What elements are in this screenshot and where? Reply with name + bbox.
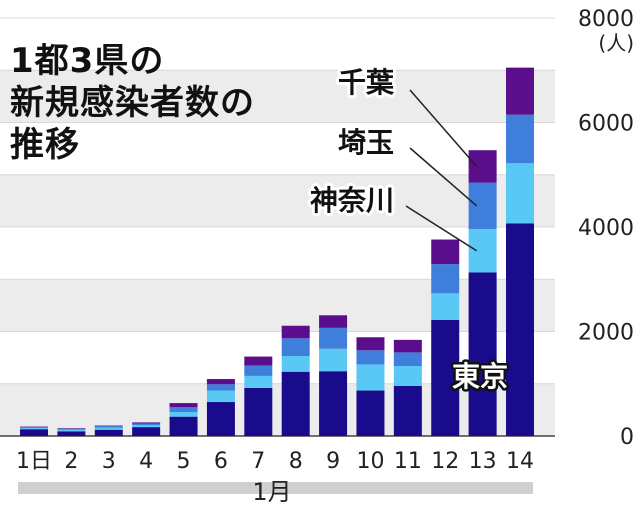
bar-segment [506,163,534,224]
x-tick-label: 14 [506,449,534,474]
bar-segment [393,385,422,436]
grid-band [0,70,555,123]
x-tick-label: 6 [214,449,228,474]
y-unit-label: (人) [598,31,634,55]
grid-band [0,174,555,227]
leader-line [409,147,478,207]
bar-segment [281,371,310,436]
bar-segment [244,375,273,388]
bar-segment [281,325,310,339]
bar-segment [57,428,86,429]
bar-segment [132,422,161,424]
x-tick-label: 2 [64,449,78,474]
bar-segment [132,427,161,436]
bar-segment [431,320,460,436]
bar-segment [431,264,460,294]
bar-segment [169,416,198,436]
x-axis-label: 1月 [252,478,291,506]
bar-segment [431,293,460,321]
bars [20,67,534,436]
bar-segment [132,423,161,426]
bar-segment [281,356,310,372]
bar-segment [468,150,497,183]
y-tick-labels: 0 2000 4000 6000 8000 [578,7,634,450]
x-tick-label: 8 [289,449,303,474]
month-band [18,482,533,494]
bar-segment [244,387,273,436]
series-label: 神奈川 [310,184,394,217]
y-tick-label: 0 [620,425,634,450]
bar-segment [506,223,534,436]
bar-segment [169,403,198,408]
bar-segment [206,379,235,385]
bar-segment [244,365,273,376]
bar-segment [506,114,534,164]
bar-segment [169,411,198,417]
bar-segment [468,272,497,436]
x-tick-label: 4 [139,449,153,474]
bar-segment [206,390,235,403]
bar-segment [356,337,385,351]
leader-line [409,89,478,167]
title-line-2: 新規感染者数の [10,83,255,123]
bar-segment [57,431,86,436]
x-tick-label: 7 [251,449,265,474]
bar-segment [57,428,86,430]
bar-segment [319,371,348,436]
bar-segment [20,428,48,430]
x-tick-label: 11 [394,449,422,474]
legend: 東京 神奈川 埼玉 千葉 [307,63,511,396]
bar-segment [319,315,348,328]
y-tick-label: 8000 [578,7,634,32]
title-line-3: 推移 [10,125,80,165]
grid-band [0,383,555,436]
bar-segment [393,365,422,386]
grid-bands [0,17,555,436]
series-label: 埼玉 [338,126,394,159]
bar-segment [94,425,123,427]
leader-line [405,205,478,252]
bar-segment [244,356,273,366]
x-tick-label: 5 [177,449,191,474]
x-tick-label: 9 [326,449,340,474]
series-label-tokyo: 東京 [452,360,508,393]
series-label: 千葉 [338,66,395,99]
bar-segment [468,182,497,230]
bar-segment [169,407,198,412]
bar-segment [94,426,123,428]
bar-segment [57,429,86,432]
grid-band [0,279,555,332]
bar-segment [281,338,310,357]
bar-segment [20,429,48,436]
bar-segment [132,425,161,428]
bar-segment [506,67,534,115]
bar-segment [356,390,385,436]
x-tick-label: 12 [431,449,459,474]
x-tick-label: 10 [356,449,384,474]
y-tick-label: 2000 [578,321,634,346]
bar-segment [94,427,123,430]
bar-segment [319,348,348,372]
bar-segment [206,402,235,436]
bar-segment [468,229,497,273]
bar-segment [393,339,422,353]
y-tick-label: 6000 [578,112,634,137]
bar-segment [319,327,348,349]
bar-segment [20,426,48,428]
bar-segment [206,384,235,391]
x-tick-labels: 1日 2 3 4 5 6 7 8 9 10 11 12 13 14 [16,449,534,474]
bar-segment [393,352,422,366]
x-tick-label: 3 [102,449,116,474]
title-line-1: 1都3県の [10,41,165,81]
bar-segment [356,364,385,391]
x-tick-label: 1日 [16,449,52,474]
y-tick-label: 4000 [578,216,634,241]
bar-segment [356,350,385,365]
bar-segment [20,427,48,429]
x-tick-label: 13 [469,449,497,474]
bar-segment [94,429,123,436]
bar-segment [431,239,460,265]
